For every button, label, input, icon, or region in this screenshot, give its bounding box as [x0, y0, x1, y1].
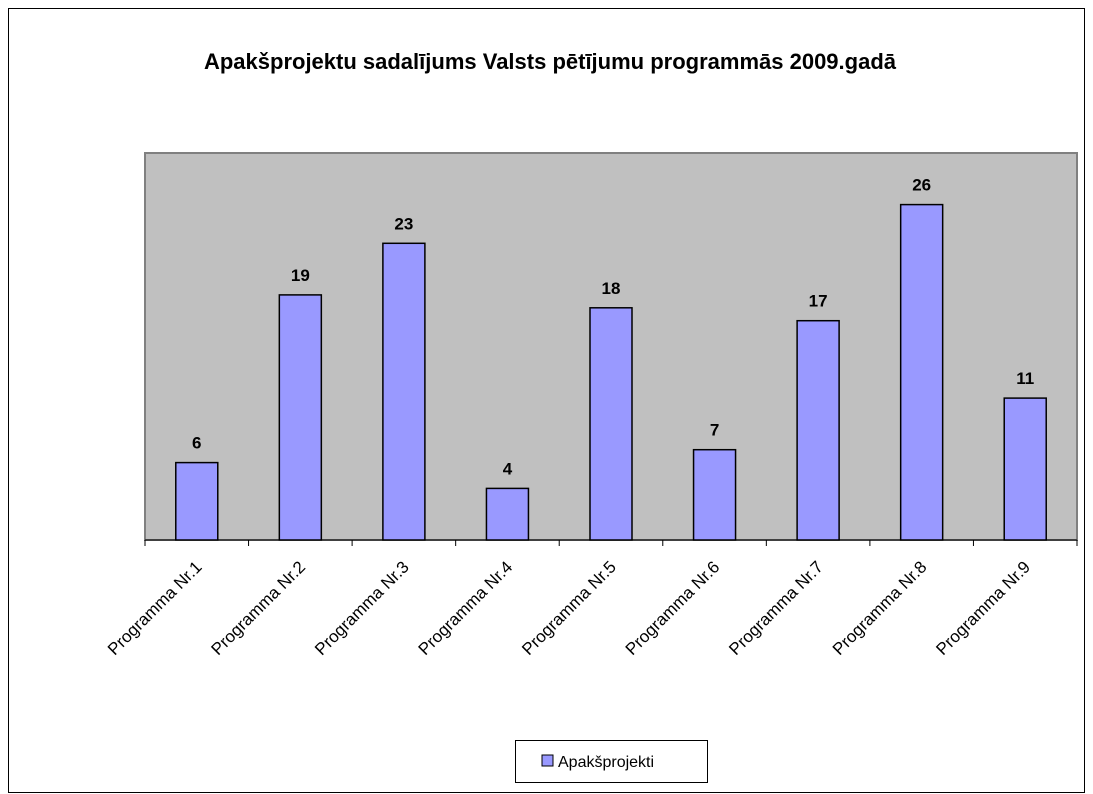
bar: [278, 294, 323, 541]
legend-swatch: [541, 754, 554, 767]
data-label: 26: [912, 176, 931, 195]
data-label: 4: [503, 459, 513, 478]
bar: [692, 448, 737, 541]
data-label: 7: [710, 421, 719, 440]
bar: [589, 307, 633, 541]
data-label: 18: [602, 279, 621, 298]
bar: [175, 461, 219, 541]
bar: [796, 319, 840, 541]
bar: [899, 203, 944, 541]
data-label: 11: [1016, 369, 1034, 388]
data-label: 19: [291, 266, 310, 285]
data-label: 23: [394, 214, 413, 233]
data-label: 6: [192, 434, 201, 453]
bar: [1003, 397, 1047, 541]
data-label: 17: [809, 292, 828, 311]
bar: [485, 487, 530, 541]
bar: [382, 242, 426, 541]
chart-title: Apakšprojektu sadalījums Valsts pētījumu…: [203, 49, 897, 74]
legend-label: Apakšprojekti: [558, 754, 654, 771]
